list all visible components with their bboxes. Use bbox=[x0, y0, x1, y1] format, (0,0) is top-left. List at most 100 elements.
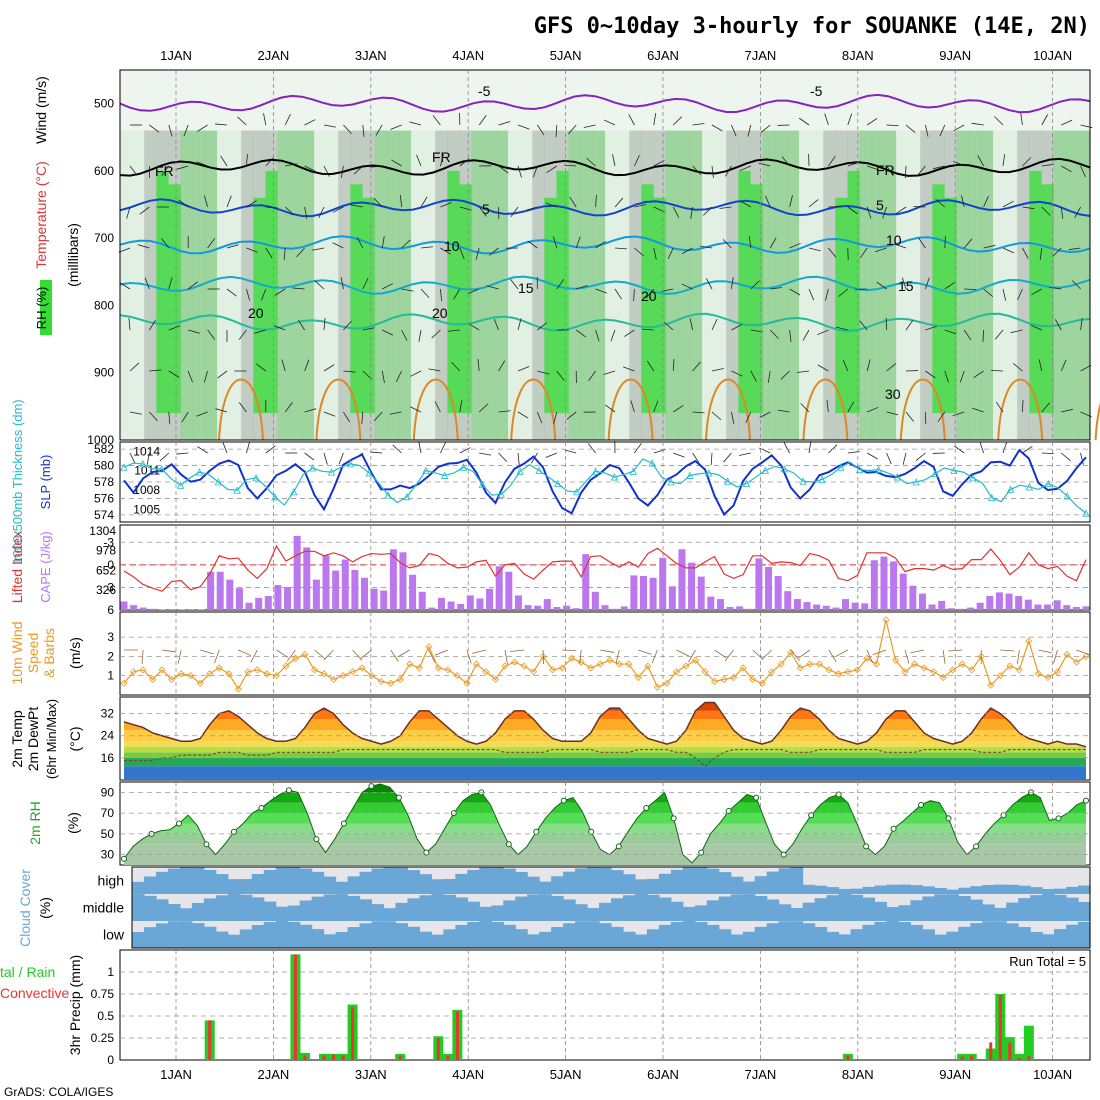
wind-barb bbox=[332, 206, 344, 213]
wind-barb bbox=[176, 165, 189, 170]
cloud-column bbox=[970, 886, 983, 894]
cloud-column bbox=[778, 904, 792, 921]
warm-contour bbox=[607, 378, 654, 441]
wind-barb bbox=[789, 195, 793, 208]
rh-shade-column bbox=[993, 130, 1006, 440]
wind-barb bbox=[459, 247, 465, 260]
thickness-point bbox=[271, 492, 279, 501]
wind-barb bbox=[1080, 364, 1092, 372]
date-label-top: 2JAN bbox=[258, 48, 290, 63]
rh-shade-column bbox=[398, 130, 412, 440]
cloud-column bbox=[646, 894, 660, 921]
rh-shade-column bbox=[605, 130, 618, 440]
warm-contour bbox=[1094, 402, 1100, 441]
cloud-column bbox=[718, 872, 732, 894]
cloud-column bbox=[682, 867, 696, 894]
thickness-point bbox=[535, 466, 543, 474]
wind-barb bbox=[265, 445, 276, 454]
wind-barb bbox=[284, 402, 293, 413]
y-tick-label: 0 bbox=[107, 558, 114, 572]
wind-barb bbox=[1049, 286, 1062, 290]
y-tick-label: 24 bbox=[101, 729, 115, 743]
rh-shade-column bbox=[859, 130, 873, 440]
wind-barb bbox=[653, 400, 659, 413]
precip-bar bbox=[1014, 1053, 1025, 1060]
cloud-column bbox=[1078, 901, 1091, 921]
wind-barb bbox=[428, 649, 436, 663]
wind-speed-point bbox=[653, 683, 661, 691]
wind-speed-point bbox=[568, 654, 576, 662]
wind-barb bbox=[867, 165, 879, 171]
thickness-point bbox=[969, 473, 977, 482]
cloud-column bbox=[862, 886, 876, 894]
wind-barb bbox=[894, 243, 907, 249]
wind-barb bbox=[1000, 649, 1015, 652]
cloud-column bbox=[754, 895, 768, 921]
warm-contour bbox=[802, 378, 849, 441]
cloud-column bbox=[575, 868, 588, 894]
cape-bar bbox=[226, 579, 234, 610]
wind-barb bbox=[789, 242, 801, 249]
wind-barb bbox=[595, 241, 606, 249]
y-tick-label: 800 bbox=[94, 298, 114, 312]
isotherm-label: 20 bbox=[641, 288, 657, 304]
thickness-point bbox=[893, 473, 902, 481]
wind-barb bbox=[866, 206, 872, 219]
cloud-column bbox=[874, 885, 888, 894]
cape-bar bbox=[312, 579, 320, 610]
wind-barb bbox=[517, 124, 530, 130]
cloud-column bbox=[407, 926, 420, 948]
wind-barb bbox=[910, 649, 925, 654]
cape-bar bbox=[370, 588, 378, 610]
cape-bar bbox=[1072, 606, 1080, 610]
cloud-column bbox=[766, 899, 780, 921]
thickness-point bbox=[780, 464, 788, 473]
wind-speed-point bbox=[920, 664, 928, 672]
cloud-column bbox=[1006, 884, 1019, 894]
cloud-column bbox=[1066, 897, 1079, 921]
cloud-column bbox=[1054, 894, 1067, 921]
temp-band bbox=[124, 719, 1086, 731]
wind-speed-point bbox=[434, 664, 442, 672]
cloud-column bbox=[802, 902, 816, 921]
wind-barb bbox=[340, 165, 344, 178]
wind-barb bbox=[703, 206, 713, 216]
wind-barb bbox=[886, 411, 899, 416]
cloud-column bbox=[814, 885, 828, 894]
wind-barb bbox=[226, 244, 239, 249]
wind-barb bbox=[651, 649, 658, 664]
rh-shade-column bbox=[762, 130, 776, 440]
wind-barb bbox=[517, 452, 520, 465]
rh-moist-column bbox=[944, 197, 958, 414]
rh-point bbox=[918, 801, 925, 808]
rh-shade-column bbox=[665, 130, 679, 440]
wind-barb bbox=[323, 124, 336, 128]
cloud-column bbox=[563, 871, 576, 894]
wind-barb bbox=[265, 206, 278, 209]
wind-barb bbox=[440, 154, 444, 167]
wind-speed-point bbox=[177, 670, 185, 678]
wind-barb bbox=[1055, 319, 1062, 331]
cloud-column bbox=[886, 907, 899, 921]
wind-barb bbox=[517, 411, 529, 419]
cloud-column bbox=[982, 904, 995, 921]
axis-label: (°C) bbox=[67, 726, 83, 751]
wind-barb bbox=[731, 277, 734, 290]
wind-barb bbox=[261, 288, 267, 301]
isotherm-label: 15 bbox=[518, 280, 534, 296]
wind-barb bbox=[391, 159, 402, 167]
warm-contour bbox=[899, 378, 946, 441]
thickness-point bbox=[723, 477, 732, 485]
wind-speed-point bbox=[463, 679, 471, 687]
cape-bar bbox=[428, 607, 436, 610]
cloud-column bbox=[934, 888, 947, 894]
cloud-column bbox=[934, 894, 947, 921]
date-label-top: 4JAN bbox=[452, 48, 484, 63]
thickness-point bbox=[686, 471, 694, 479]
wind-barb bbox=[867, 406, 879, 413]
cape-bar bbox=[341, 559, 349, 610]
wind-barb bbox=[760, 124, 771, 133]
y-tick-label: 32 bbox=[101, 707, 115, 721]
cloud-column bbox=[287, 867, 301, 894]
